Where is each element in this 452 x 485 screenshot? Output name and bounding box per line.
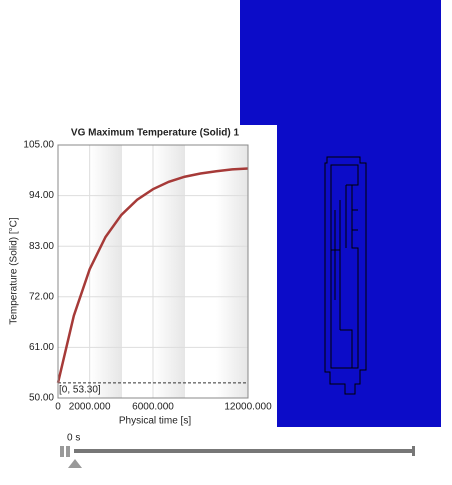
y-tick-label: 50.00 xyxy=(29,393,54,404)
data-line xyxy=(56,167,249,384)
timeline-end xyxy=(412,446,415,456)
y-tick-label: 61.00 xyxy=(29,342,54,353)
y-axis-label: Temperature (Solid) [°C] xyxy=(9,217,20,325)
y-tick-label: 94.00 xyxy=(29,190,54,201)
x-tick-label: 6000.000 xyxy=(132,402,174,413)
x-tick-label: 2000.000 xyxy=(69,402,111,413)
time-label: 0 s xyxy=(67,433,80,444)
timeline-handle[interactable] xyxy=(68,459,82,468)
y-tick-label: 105.00 xyxy=(23,140,54,151)
y-tick-label: 83.00 xyxy=(29,241,54,252)
plot-frame xyxy=(57,144,249,399)
x-tick-label: 0 xyxy=(55,402,61,413)
timeline-track[interactable] xyxy=(74,449,414,453)
chart-title: VG Maximum Temperature (Solid) 1 xyxy=(71,128,240,139)
pause-button[interactable] xyxy=(60,446,70,457)
x-tick-label: 12000.000 xyxy=(224,402,272,413)
x-axis-label: Physical time [s] xyxy=(119,416,191,427)
y-tick-label: 72.00 xyxy=(29,291,54,302)
reference-label: [0, 53.30] xyxy=(59,384,101,395)
part-outline xyxy=(324,156,367,395)
